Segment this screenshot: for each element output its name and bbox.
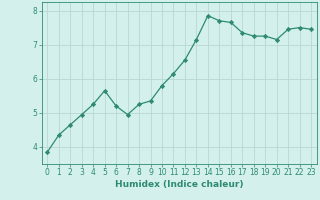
X-axis label: Humidex (Indice chaleur): Humidex (Indice chaleur) (115, 180, 244, 189)
